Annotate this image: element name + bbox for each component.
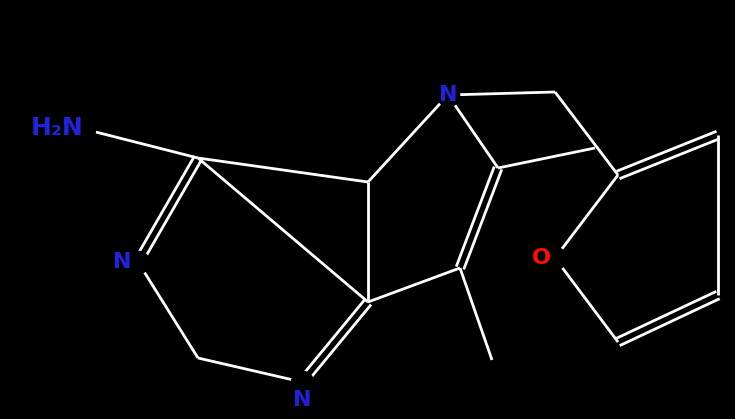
Text: O: O <box>532 248 551 268</box>
Text: H₂N: H₂N <box>32 116 84 140</box>
Text: N: N <box>439 85 457 105</box>
Text: N: N <box>293 390 311 410</box>
Text: N: N <box>113 252 132 272</box>
